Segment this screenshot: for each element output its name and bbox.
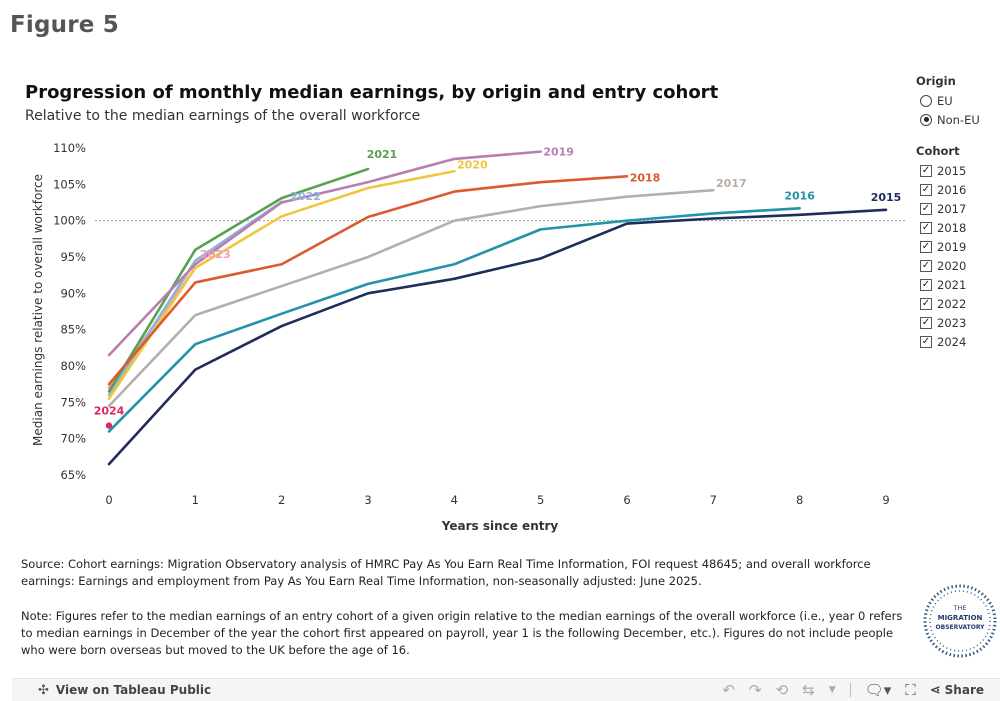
origin-filter: Origin EU Non-EU: [916, 74, 980, 129]
series-line-2016[interactable]: [109, 208, 800, 431]
x-tick-label: 8: [796, 493, 803, 507]
cohort-option[interactable]: ✓ 2021: [916, 276, 966, 295]
series-line-2017[interactable]: [109, 190, 713, 406]
view-on-tableau-link[interactable]: ✣ View on Tableau Public: [38, 683, 211, 698]
source-text: Source: Cohort earnings: Migration Obser…: [21, 556, 911, 590]
x-tick-label: 3: [364, 493, 371, 507]
cohort-option[interactable]: ✓ 2017: [916, 199, 966, 218]
radio-eu[interactable]: [920, 95, 932, 107]
x-axis-label: Years since entry: [441, 519, 559, 533]
series-end-label: 2024: [94, 405, 125, 418]
y-tick-label: 95%: [60, 250, 86, 264]
cohort-option[interactable]: ✓ 2015: [916, 161, 966, 180]
chart: 65% 70% 75% 80% 85% 90% 95% 100% 105% 110% 0 1 2 3 4 5…: [0, 0, 1000, 545]
cohort-option-label: 2018: [937, 221, 966, 235]
checkbox-icon[interactable]: ✓: [920, 203, 932, 215]
logo-text: THE: [953, 604, 967, 612]
migration-observatory-logo[interactable]: THE MIGRATION OBSERVATORY: [920, 578, 1000, 664]
series-end-label: 2015: [871, 191, 902, 204]
cohort-option-label: 2022: [937, 297, 966, 311]
cohort-option[interactable]: ✓ 2024: [916, 333, 966, 352]
logo-text: OBSERVATORY: [936, 624, 986, 631]
series-line-2021[interactable]: [109, 169, 368, 391]
y-tick-label: 90%: [60, 286, 86, 300]
y-tick-label: 105%: [53, 177, 86, 191]
cohort-option[interactable]: ✓ 2019: [916, 237, 966, 256]
origin-option-label: EU: [937, 94, 953, 108]
cohort-option[interactable]: ✓ 2016: [916, 180, 966, 199]
cohort-option[interactable]: ✓ 2020: [916, 256, 966, 275]
toolbar-divider: [850, 683, 851, 697]
y-tick-label: 110%: [53, 141, 86, 155]
x-tick-label: 7: [710, 493, 717, 507]
y-tick-label: 75%: [60, 395, 86, 409]
x-tick-label: 4: [451, 493, 458, 507]
cohort-option-label: 2021: [937, 278, 966, 292]
y-tick-label: 70%: [60, 432, 86, 446]
cohort-option-label: 2019: [937, 240, 966, 254]
cohort-option-label: 2024: [937, 335, 966, 349]
fullscreen-icon[interactable]: ⛶: [905, 681, 916, 699]
cohort-option-label: 2015: [937, 164, 966, 178]
series-end-label: 2019: [543, 146, 574, 159]
y-tick-label: 100%: [53, 214, 86, 228]
y-tick-label: 80%: [60, 359, 86, 373]
refresh-icon[interactable]: ⇆: [802, 681, 815, 699]
series-end-label: 2018: [630, 171, 661, 184]
share-button[interactable]: ⋖ Share: [930, 683, 984, 698]
x-tick-label: 6: [623, 493, 630, 507]
series-end-label: 2020: [457, 158, 488, 171]
view-on-tableau-label: View on Tableau Public: [56, 683, 211, 697]
y-tick-label: 65%: [60, 468, 86, 482]
share-icon: ⋖: [930, 683, 941, 698]
x-tick-label: 5: [537, 493, 544, 507]
tableau-toolbar: ✣ View on Tableau Public ↶ ↷ ⟲ ⇆ ▼ 🗨▾ ⛶ …: [12, 678, 1000, 701]
y-tick-label: 85%: [60, 323, 86, 337]
chevron-down-icon[interactable]: ▼: [829, 685, 836, 695]
checkbox-icon[interactable]: ✓: [920, 222, 932, 234]
note-text: Note: Figures refer to the median earnin…: [21, 608, 911, 659]
series-end-label: 2023: [200, 248, 231, 261]
y-axis-label: Median earnings relative to overall work…: [31, 174, 45, 446]
radio-non-eu[interactable]: [920, 114, 932, 126]
series-end-label: 2022: [290, 190, 321, 203]
checkbox-icon[interactable]: ✓: [920, 184, 932, 196]
series-end-label: 2016: [784, 189, 815, 202]
origin-filter-title: Origin: [916, 74, 980, 88]
cohort-filter-title: Cohort: [916, 144, 966, 158]
checkbox-icon[interactable]: ✓: [920, 165, 932, 177]
series-end-label: 2017: [716, 177, 747, 190]
origin-option-label: Non-EU: [937, 113, 980, 127]
x-tick-label: 1: [192, 493, 199, 507]
cohort-option-label: 2017: [937, 202, 966, 216]
comment-icon[interactable]: 🗨▾: [865, 681, 892, 699]
checkbox-icon[interactable]: ✓: [920, 260, 932, 272]
cohort-option[interactable]: ✓ 2018: [916, 218, 966, 237]
undo-icon[interactable]: ↶: [722, 681, 735, 699]
cohort-option-label: 2023: [937, 316, 966, 330]
x-tick-label: 9: [882, 493, 889, 507]
redo-icon[interactable]: ↷: [749, 681, 762, 699]
series-line-2019[interactable]: [109, 152, 541, 355]
series-end-label: 2021: [367, 148, 398, 161]
cohort-option-label: 2020: [937, 259, 966, 273]
logo-text: MIGRATION: [938, 614, 983, 622]
checkbox-icon[interactable]: ✓: [920, 279, 932, 291]
cohort-option[interactable]: ✓ 2022: [916, 295, 966, 314]
checkbox-icon[interactable]: ✓: [920, 317, 932, 329]
x-tick-label: 2: [278, 493, 285, 507]
cohort-filter: Cohort ✓ 2015 ✓ 2016 ✓ 2017 ✓ 2018 ✓ 2019 ✓ 20…: [916, 144, 966, 352]
share-label: Share: [945, 683, 984, 697]
checkbox-icon[interactable]: ✓: [920, 241, 932, 253]
checkbox-icon[interactable]: ✓: [920, 298, 932, 310]
cohort-option[interactable]: ✓ 2023: [916, 314, 966, 333]
origin-option-non-eu[interactable]: Non-EU: [916, 110, 980, 129]
x-tick-label: 0: [105, 493, 112, 507]
cohort-option-label: 2016: [937, 183, 966, 197]
tableau-icon: ✣: [38, 683, 49, 698]
checkbox-icon[interactable]: ✓: [920, 336, 932, 348]
origin-option-eu[interactable]: EU: [916, 91, 980, 110]
revert-icon[interactable]: ⟲: [776, 681, 789, 699]
